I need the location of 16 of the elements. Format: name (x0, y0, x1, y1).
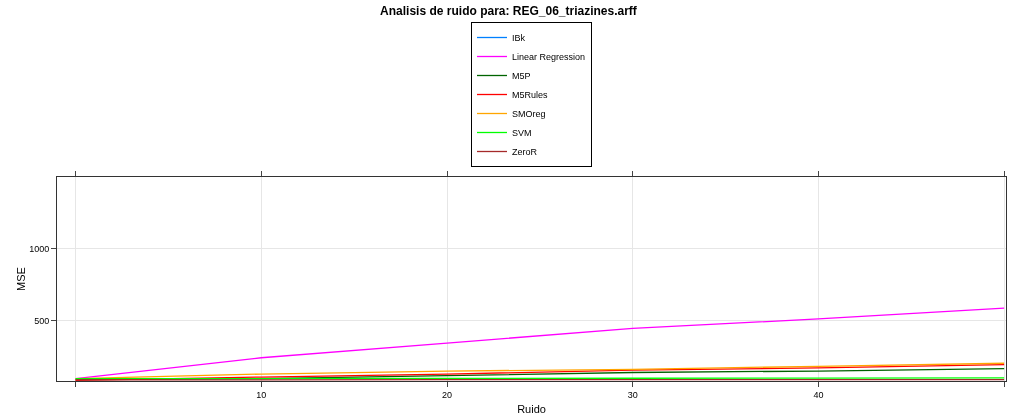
x-tick-label: 20 (441, 389, 453, 400)
legend-label: SMOreg (512, 109, 546, 120)
legend-label: M5P (512, 71, 531, 82)
chart-title: Analisis de ruido para: REG_06_triazines.arff (380, 3, 638, 18)
x-tick-label: 10 (256, 389, 267, 400)
x-tick-label: 40 (813, 389, 824, 400)
x-axis-title: Ruido (517, 403, 546, 415)
y-tick-label: 1000 (29, 243, 50, 254)
y-axis-title: MSE (15, 267, 27, 291)
legend-label: M5Rules (512, 90, 549, 101)
x-tick-label: 30 (627, 389, 638, 400)
legend-label: IBk (512, 33, 526, 44)
legend-label: ZeroR (512, 147, 538, 158)
legend-label: SVM (512, 128, 532, 139)
legend-label: Linear Regression (512, 52, 586, 63)
y-tick-label: 500 (34, 315, 50, 326)
